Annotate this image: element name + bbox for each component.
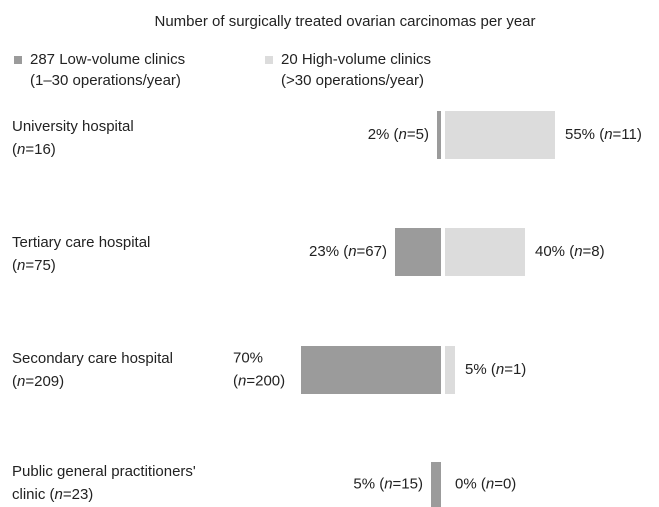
value-label: 2% (n=5) (368, 126, 429, 143)
bar (301, 346, 441, 394)
legend-label: 287 Low-volume clinics (30, 51, 185, 68)
value-label: 23% (n=67) (309, 243, 387, 260)
bar (395, 228, 441, 276)
category-label: (n=209) (12, 373, 64, 390)
legend-detail: (1–30 operations/year) (30, 72, 181, 89)
bar (445, 346, 455, 394)
value-label: 5% (n=1) (465, 361, 526, 378)
value-label: (n=200) (233, 372, 285, 389)
value-label: 70% (233, 349, 263, 366)
legend-swatch (265, 56, 273, 64)
category-label: Secondary care hospital (12, 350, 173, 367)
legend-swatch (14, 56, 22, 64)
value-label: 5% (n=15) (353, 475, 423, 492)
legend-label: 20 High-volume clinics (281, 51, 431, 68)
value-label: 55% (n=11) (565, 126, 642, 143)
category-label: Public general practitioners' (12, 463, 196, 480)
bar (437, 111, 441, 159)
category-label: (n=16) (12, 141, 56, 158)
chart-title: Number of surgically treated ovarian car… (155, 13, 536, 30)
legend-detail: (>30 operations/year) (281, 72, 424, 89)
category-label: Tertiary care hospital (12, 234, 150, 251)
value-label: 40% (n=8) (535, 243, 605, 260)
category-label: (n=75) (12, 257, 56, 274)
category-label: clinic (n=23) (12, 486, 93, 503)
bar (445, 228, 525, 276)
bar (431, 462, 441, 507)
bar (445, 111, 555, 159)
value-label: 0% (n=0) (455, 475, 516, 492)
category-label: University hospital (12, 118, 134, 135)
